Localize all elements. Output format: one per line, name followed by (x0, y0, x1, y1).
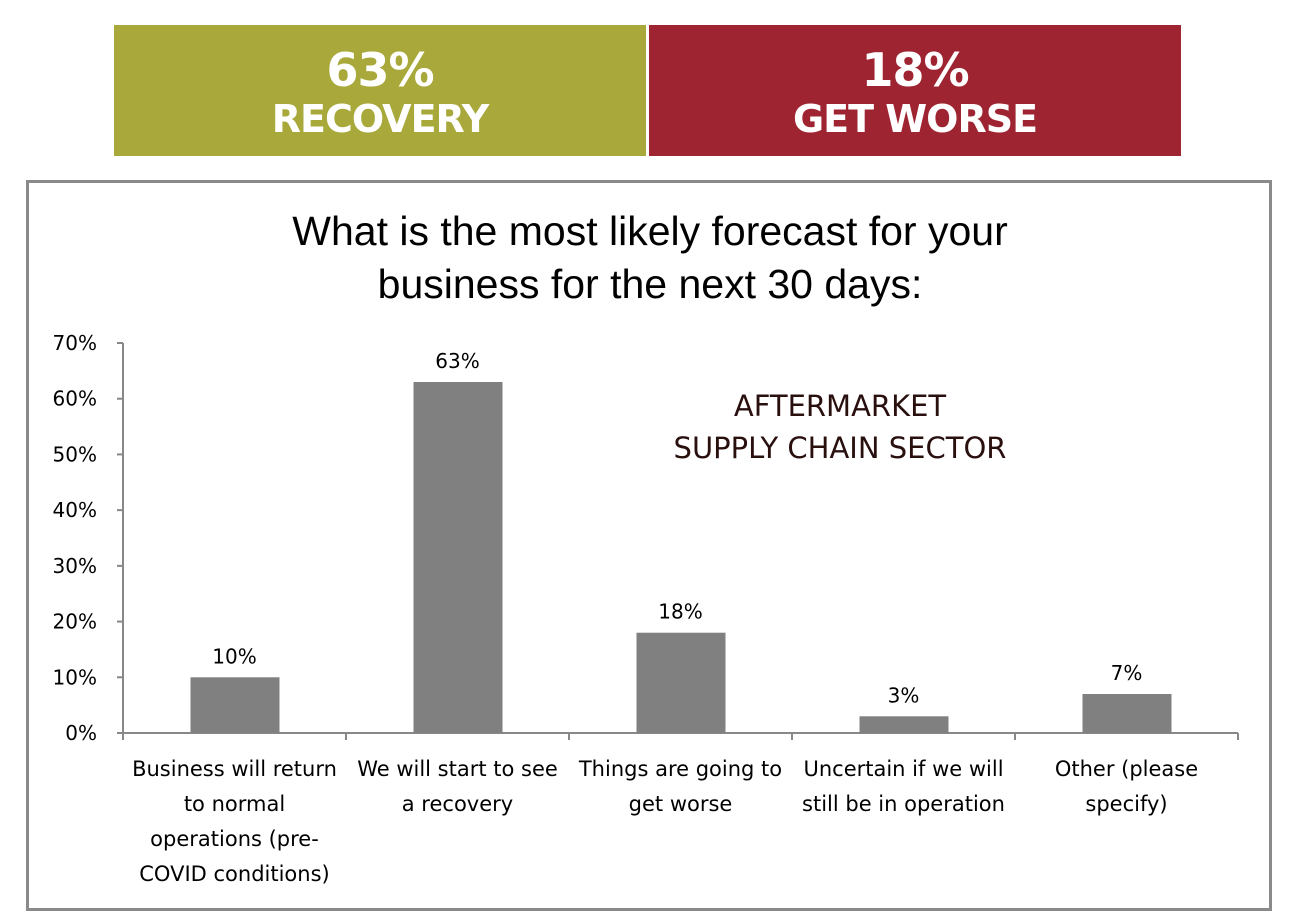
data-label: 3% (888, 683, 920, 707)
bar (636, 632, 726, 733)
sector-annotation: AFTERMARKET SUPPLY CHAIN SECTOR (590, 385, 1090, 469)
category-label: Business will return to normal operation… (132, 757, 337, 886)
category-label: Other (please specify) (1054, 757, 1199, 816)
get-worse-banner: 18% GET WORSE (649, 25, 1181, 156)
data-label: 7% (1111, 661, 1143, 685)
data-label: 10% (212, 644, 256, 668)
y-tick-label: 50% (53, 442, 97, 466)
category-label: Things are going to get worse (578, 757, 783, 816)
bar (413, 382, 503, 733)
recovery-banner: 63% RECOVERY (114, 25, 646, 156)
bar (859, 716, 949, 733)
annotation-line-2: SUPPLY CHAIN SECTOR (673, 431, 1007, 465)
y-tick-label: 70% (53, 331, 97, 355)
y-tick-label: 0% (65, 721, 97, 745)
category-label: We will start to see a recovery (357, 757, 558, 816)
y-tick-label: 20% (53, 610, 97, 634)
chart-title-text: What is the most likely forecast for you… (292, 208, 1008, 307)
data-label: 18% (658, 600, 702, 624)
recovery-label: RECOVERY (271, 97, 489, 141)
chart-title: What is the most likely forecast for you… (0, 205, 1300, 311)
y-tick-label: 40% (53, 498, 97, 522)
category-label: Uncertain if we will still be in operati… (802, 757, 1005, 816)
get-worse-percent: 18% (861, 43, 969, 97)
bar (1082, 694, 1172, 733)
bar (190, 677, 280, 733)
y-tick-label: 60% (53, 387, 97, 411)
data-label: 63% (435, 349, 479, 373)
get-worse-label: GET WORSE (792, 97, 1038, 141)
recovery-percent: 63% (326, 43, 434, 97)
y-tick-label: 30% (53, 554, 97, 578)
chart-frame (26, 180, 1272, 911)
annotation-line-1: AFTERMARKET (733, 389, 947, 423)
y-tick-label: 10% (53, 665, 97, 689)
